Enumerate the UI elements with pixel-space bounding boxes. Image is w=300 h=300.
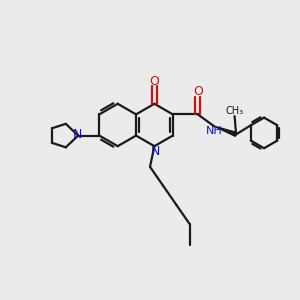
Text: NH: NH — [206, 126, 223, 136]
Text: O: O — [149, 75, 159, 88]
Text: O: O — [193, 85, 203, 98]
Polygon shape — [214, 126, 237, 136]
Text: N: N — [150, 145, 160, 158]
Text: N: N — [73, 128, 83, 142]
Text: CH₃: CH₃ — [226, 106, 244, 116]
